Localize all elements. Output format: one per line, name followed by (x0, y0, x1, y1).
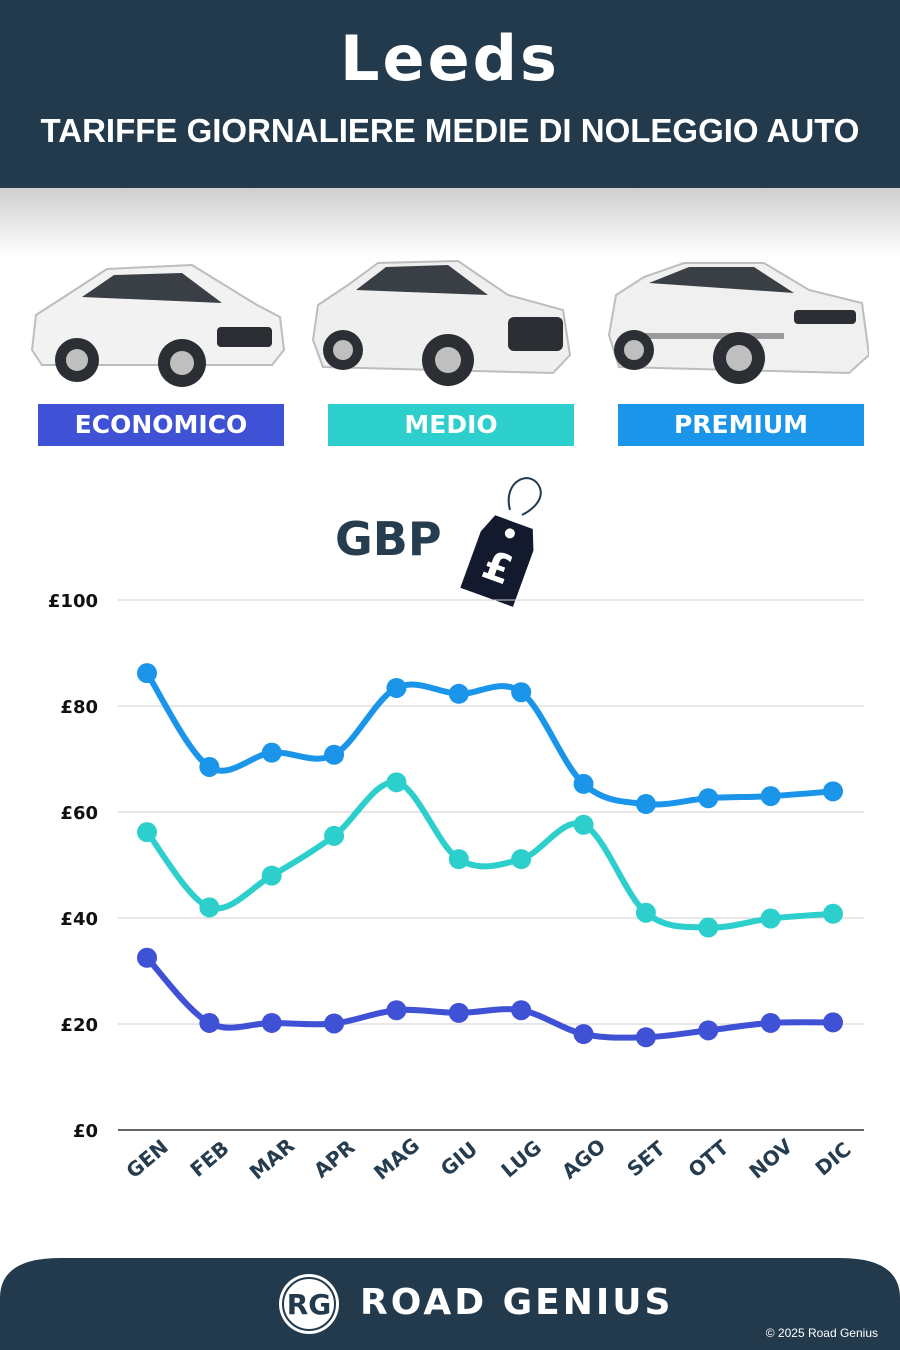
x-tick-label: FEB (185, 1136, 233, 1182)
y-tick-label: £20 (60, 1015, 98, 1036)
mid-car-image (311, 259, 572, 386)
logo-text: RG (287, 1288, 332, 1321)
data-point (261, 742, 282, 763)
series-line (144, 779, 836, 931)
series-line (144, 954, 836, 1041)
header-shadow (0, 188, 900, 258)
x-tick-label: DIC (811, 1137, 856, 1180)
data-point (324, 1013, 345, 1034)
data-point (760, 908, 781, 929)
x-tick-label: APR (309, 1135, 359, 1183)
data-point (698, 917, 719, 938)
premium-car-image (607, 262, 869, 384)
city-title: Leeds (340, 22, 560, 95)
data-point (573, 814, 594, 835)
data-point (573, 1024, 594, 1045)
line-chart: £0 £20 £40 £60 £80 £100 GEN FEB MAR APR MAG GIU LUG A… (48, 591, 864, 1185)
data-point (324, 744, 345, 765)
data-point (635, 794, 656, 815)
data-point (511, 849, 532, 870)
data-point (448, 1002, 469, 1023)
data-point (823, 781, 843, 802)
data-point (823, 1012, 843, 1033)
data-point (324, 825, 345, 846)
y-tick-label: £100 (48, 591, 98, 612)
data-point (511, 682, 532, 703)
header-banner (0, 0, 900, 188)
data-point (760, 1012, 781, 1033)
copyright-text: © 2025 Road Genius (765, 1326, 878, 1340)
x-tick-label: NOV (744, 1134, 797, 1184)
y-tick-label: £60 (60, 803, 98, 824)
data-point (448, 683, 469, 704)
category-economy: ECONOMICO (38, 404, 284, 446)
data-point (698, 1020, 719, 1041)
data-point (386, 1000, 407, 1021)
economy-car-image (30, 263, 286, 387)
road-genius-logo-icon: RG (279, 1274, 339, 1334)
data-point (386, 772, 407, 793)
x-tick-label: GEN (121, 1135, 172, 1183)
currency-label: GBP (335, 512, 442, 566)
data-point (386, 677, 407, 698)
data-point (199, 756, 220, 777)
chart-subtitle: TARIFFE GIORNALIERE MEDIE DI NOLEGGIO AU… (40, 112, 860, 149)
x-tick-label: OTT (684, 1135, 734, 1182)
data-point (448, 849, 469, 870)
x-tick-label: MAR (245, 1133, 299, 1184)
data-point (199, 897, 220, 918)
x-tick-label: MAG (369, 1133, 424, 1185)
x-tick-label: SET (622, 1136, 670, 1181)
category-mid: MEDIO (328, 404, 574, 446)
data-point (635, 902, 656, 923)
x-tick-label: AGO (557, 1134, 610, 1184)
data-point (199, 1012, 220, 1033)
y-tick-label: £40 (60, 909, 98, 930)
series-line (144, 670, 836, 808)
brand-name: ROAD GENIUS (360, 1282, 674, 1323)
y-tick-label: £0 (73, 1121, 98, 1142)
data-point (261, 1012, 282, 1033)
data-point (137, 947, 157, 968)
data-point (261, 865, 282, 886)
data-point (760, 786, 781, 807)
data-point (698, 788, 719, 809)
data-point (823, 903, 843, 924)
x-tick-label: GIU (436, 1137, 482, 1181)
footer-banner (0, 1258, 900, 1350)
data-point (573, 773, 594, 794)
x-tick-label: LUG (496, 1135, 546, 1182)
category-premium: PREMIUM (618, 404, 864, 446)
price-tag-icon: £ (460, 477, 542, 607)
y-tick-label: £80 (60, 697, 98, 718)
data-point (137, 822, 157, 843)
data-point (511, 1000, 532, 1021)
data-point (137, 663, 157, 684)
data-point (635, 1027, 656, 1048)
